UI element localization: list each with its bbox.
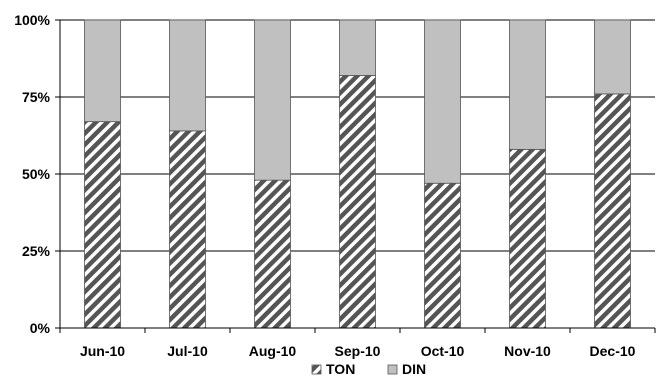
bar-din	[509, 19, 546, 150]
bar-ton	[509, 148, 546, 329]
legend: TON DIN	[311, 361, 426, 377]
legend-label-din: DIN	[402, 361, 426, 377]
x-tick-label: Aug-10	[249, 343, 297, 359]
x-tick-label: Jun-10	[80, 343, 125, 359]
y-tick-label: 50%	[22, 166, 51, 182]
x-tick-label: Dec-10	[590, 343, 636, 359]
legend-label-ton: TON	[326, 361, 355, 377]
bar-ton	[169, 130, 206, 329]
bars	[84, 19, 631, 329]
bar-din	[169, 19, 206, 132]
bar-ton	[254, 179, 291, 329]
bar-din	[424, 19, 461, 184]
x-tick-label: Jul-10	[167, 343, 208, 359]
y-axis-ticks: 0% 25% 50% 75% 100%	[14, 12, 60, 336]
legend-swatch-ton	[311, 364, 322, 375]
y-tick-label: 100%	[14, 12, 50, 28]
y-tick-label: 25%	[22, 243, 51, 259]
bar-ton	[594, 93, 631, 329]
bar-ton	[339, 75, 376, 329]
x-tick-label: Nov-10	[504, 343, 551, 359]
bar-din	[254, 19, 291, 181]
x-axis-ticks: Jun-10 Jul-10 Aug-10 Sep-10 Oct-10 Nov-10 Dec-…	[59, 328, 656, 359]
y-tick-label: 75%	[22, 89, 51, 105]
bar-ton	[424, 182, 461, 329]
x-tick-label: Sep-10	[335, 343, 381, 359]
bar-din	[594, 19, 631, 95]
legend-swatch-din	[387, 364, 398, 375]
x-tick-label: Oct-10	[421, 343, 465, 359]
bar-ton	[84, 121, 121, 329]
bar-din	[84, 19, 121, 123]
y-tick-label: 0%	[30, 320, 51, 336]
bar-din	[339, 19, 376, 76]
